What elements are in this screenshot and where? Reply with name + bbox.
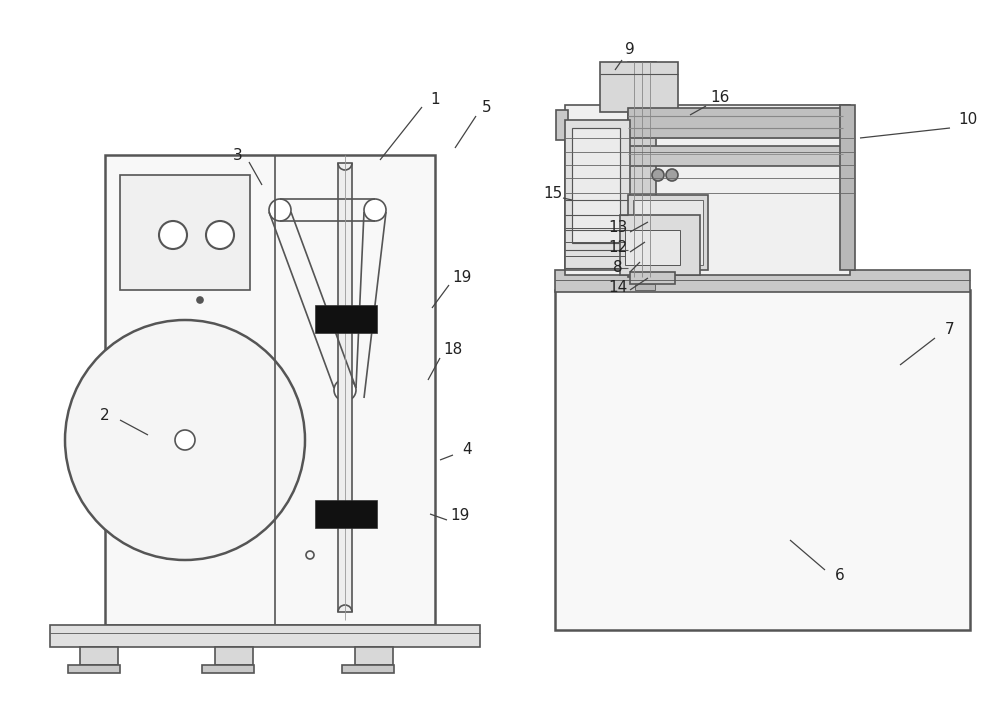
Bar <box>342 665 394 673</box>
Text: 14: 14 <box>608 280 628 295</box>
Bar <box>120 175 250 290</box>
Bar <box>315 500 377 528</box>
Text: 12: 12 <box>608 241 628 256</box>
Circle shape <box>269 199 291 221</box>
Circle shape <box>197 297 203 303</box>
Bar <box>315 305 377 333</box>
Text: 18: 18 <box>443 343 463 358</box>
Circle shape <box>652 169 664 181</box>
Bar <box>555 290 970 630</box>
Text: 13: 13 <box>608 220 628 236</box>
Text: 7: 7 <box>945 323 955 338</box>
Text: 3: 3 <box>233 147 243 163</box>
Bar <box>68 665 120 673</box>
Circle shape <box>206 221 234 249</box>
Bar <box>628 108 843 138</box>
Text: 9: 9 <box>625 42 635 57</box>
Bar <box>840 105 855 270</box>
Bar <box>600 62 678 112</box>
Bar <box>628 195 708 270</box>
Bar <box>628 62 656 277</box>
Circle shape <box>334 379 356 401</box>
Circle shape <box>364 199 386 221</box>
Circle shape <box>666 169 678 181</box>
Text: 8: 8 <box>613 261 623 275</box>
Bar <box>625 230 680 265</box>
Text: 19: 19 <box>452 270 472 285</box>
Bar <box>630 272 675 284</box>
Bar <box>555 270 970 292</box>
Text: 2: 2 <box>100 408 110 423</box>
Bar <box>202 665 254 673</box>
Text: 16: 16 <box>710 91 730 105</box>
Text: 5: 5 <box>482 101 492 115</box>
Text: 4: 4 <box>462 442 472 457</box>
Bar <box>80 647 118 665</box>
Circle shape <box>175 430 195 450</box>
Bar <box>50 625 480 647</box>
Circle shape <box>65 320 305 560</box>
Text: 10: 10 <box>958 113 978 127</box>
Text: 15: 15 <box>543 185 563 200</box>
Bar <box>635 284 655 290</box>
Bar <box>215 647 253 665</box>
Text: 6: 6 <box>835 568 845 583</box>
Bar <box>565 120 630 270</box>
Circle shape <box>159 221 187 249</box>
Bar <box>628 146 843 166</box>
Bar <box>572 128 620 243</box>
Bar <box>633 200 703 265</box>
Text: 19: 19 <box>450 508 470 523</box>
Bar <box>338 163 352 612</box>
Bar <box>620 215 700 275</box>
Bar <box>355 647 393 665</box>
Bar <box>565 105 850 275</box>
Bar <box>105 155 435 625</box>
Bar <box>556 110 568 140</box>
Text: 1: 1 <box>430 93 440 108</box>
